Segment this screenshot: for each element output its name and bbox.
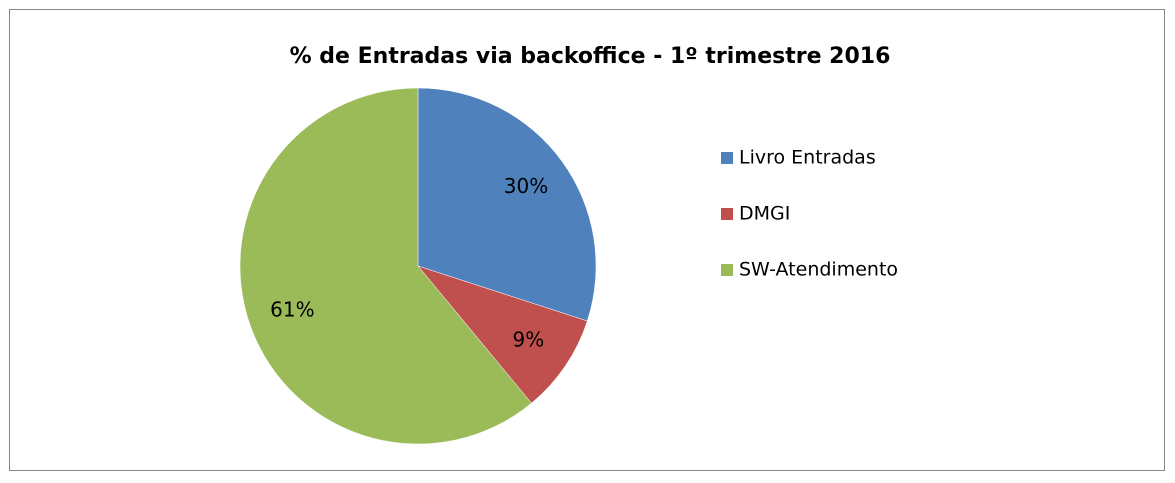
legend-swatch — [721, 152, 733, 164]
legend-label: DMGI — [739, 203, 790, 225]
chart-title: % de Entradas via backoffice - 1º trimes… — [290, 44, 891, 69]
legend-label: Livro Entradas — [739, 147, 876, 169]
pie-slice — [417, 87, 597, 322]
data-label: 61% — [270, 298, 314, 322]
legend-swatch — [721, 208, 733, 220]
pie-slice — [417, 265, 588, 404]
legend-swatch — [721, 264, 733, 276]
data-label: 9% — [513, 328, 545, 352]
legend-label: SW-Atendimento — [739, 259, 898, 281]
data-label: 30% — [504, 174, 548, 198]
pie-slice — [239, 87, 532, 445]
